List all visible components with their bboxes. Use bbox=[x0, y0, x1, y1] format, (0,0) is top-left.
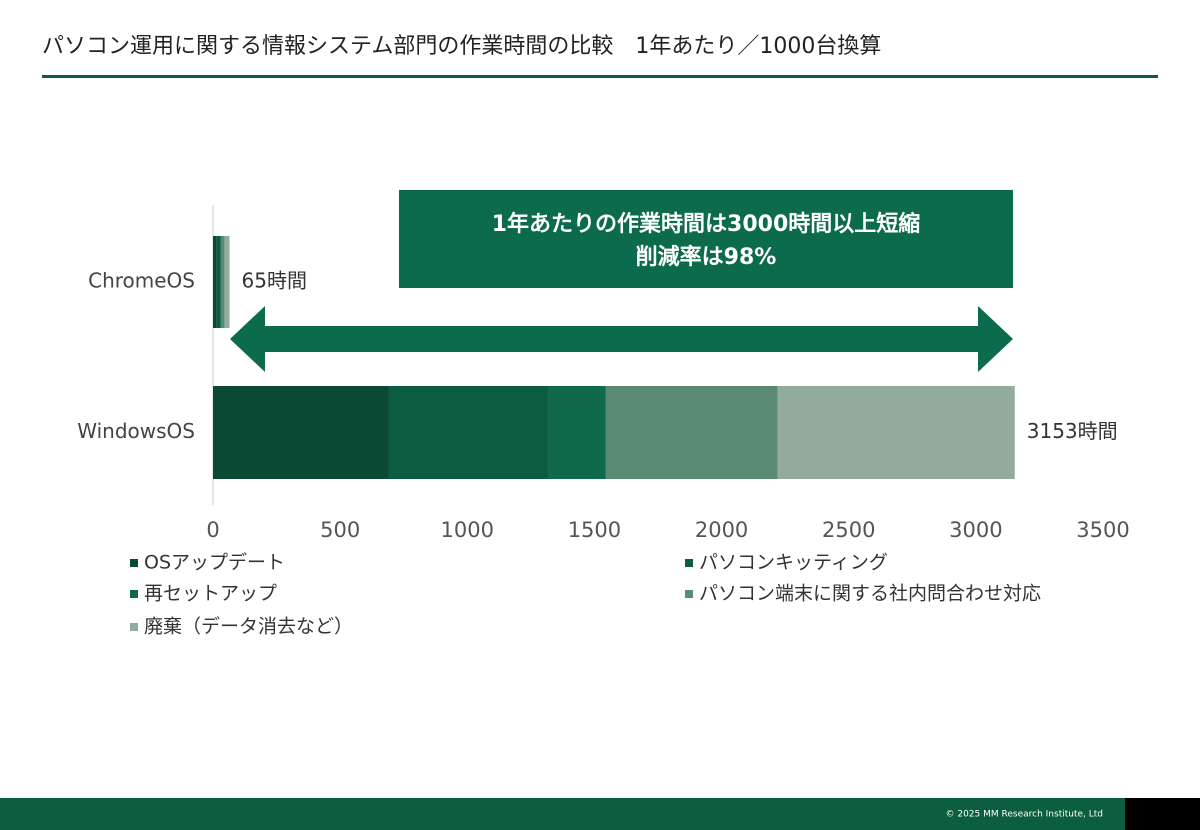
annotation-box bbox=[399, 190, 1013, 288]
legend-label: 廃棄（データ消去など） bbox=[144, 616, 353, 638]
legend-label: パソコン端末に関する社内問合わせ対応 bbox=[699, 583, 1041, 605]
legend-marker bbox=[685, 559, 693, 567]
total-label: 65時間 bbox=[242, 269, 307, 293]
footer-bar bbox=[0, 798, 1125, 830]
bar-segment bbox=[388, 386, 549, 479]
footer-block bbox=[1125, 798, 1200, 830]
legend-marker bbox=[685, 590, 693, 598]
bar-segment bbox=[213, 236, 217, 328]
bar-segment bbox=[213, 386, 389, 479]
total-label: 3153時間 bbox=[1027, 419, 1118, 443]
bar-segment bbox=[777, 386, 1015, 479]
bar-segment bbox=[221, 236, 225, 328]
legend-label: パソコンキッティング bbox=[699, 552, 888, 574]
legend-label: 再セットアップ bbox=[144, 583, 277, 605]
y-tick-label: ChromeOS bbox=[88, 269, 195, 293]
double-arrow bbox=[230, 306, 1013, 372]
x-tick-label: 1000 bbox=[441, 518, 494, 542]
legend-marker bbox=[130, 623, 138, 631]
x-tick-label: 2500 bbox=[822, 518, 875, 542]
bar-segment bbox=[216, 236, 221, 328]
x-tick-label: 2000 bbox=[695, 518, 748, 542]
annotation-text: 削減率は98% bbox=[636, 244, 777, 270]
x-tick-label: 0 bbox=[206, 518, 219, 542]
chart-title: パソコン運用に関する情報システム部門の作業時間の比較 1年あたり／1000台換算 bbox=[42, 34, 881, 59]
legend-marker bbox=[130, 590, 138, 598]
bar-segment bbox=[548, 386, 606, 479]
x-tick-label: 3500 bbox=[1076, 518, 1129, 542]
x-tick-label: 500 bbox=[320, 518, 360, 542]
x-tick-label: 1500 bbox=[568, 518, 621, 542]
bar-segment bbox=[605, 386, 778, 479]
legend-marker bbox=[130, 559, 138, 567]
annotation-text: 1年あたりの作業時間は3000時間以上短縮 bbox=[492, 211, 921, 237]
y-tick-label: WindowsOS bbox=[77, 419, 195, 443]
bar-segment bbox=[224, 236, 230, 328]
copyright: © 2025 MM Research Institute, Ltd bbox=[945, 810, 1103, 820]
title-rule bbox=[42, 75, 1158, 78]
legend-label: OSアップデート bbox=[144, 552, 285, 574]
bar-segment bbox=[220, 236, 222, 328]
x-tick-label: 3000 bbox=[949, 518, 1002, 542]
